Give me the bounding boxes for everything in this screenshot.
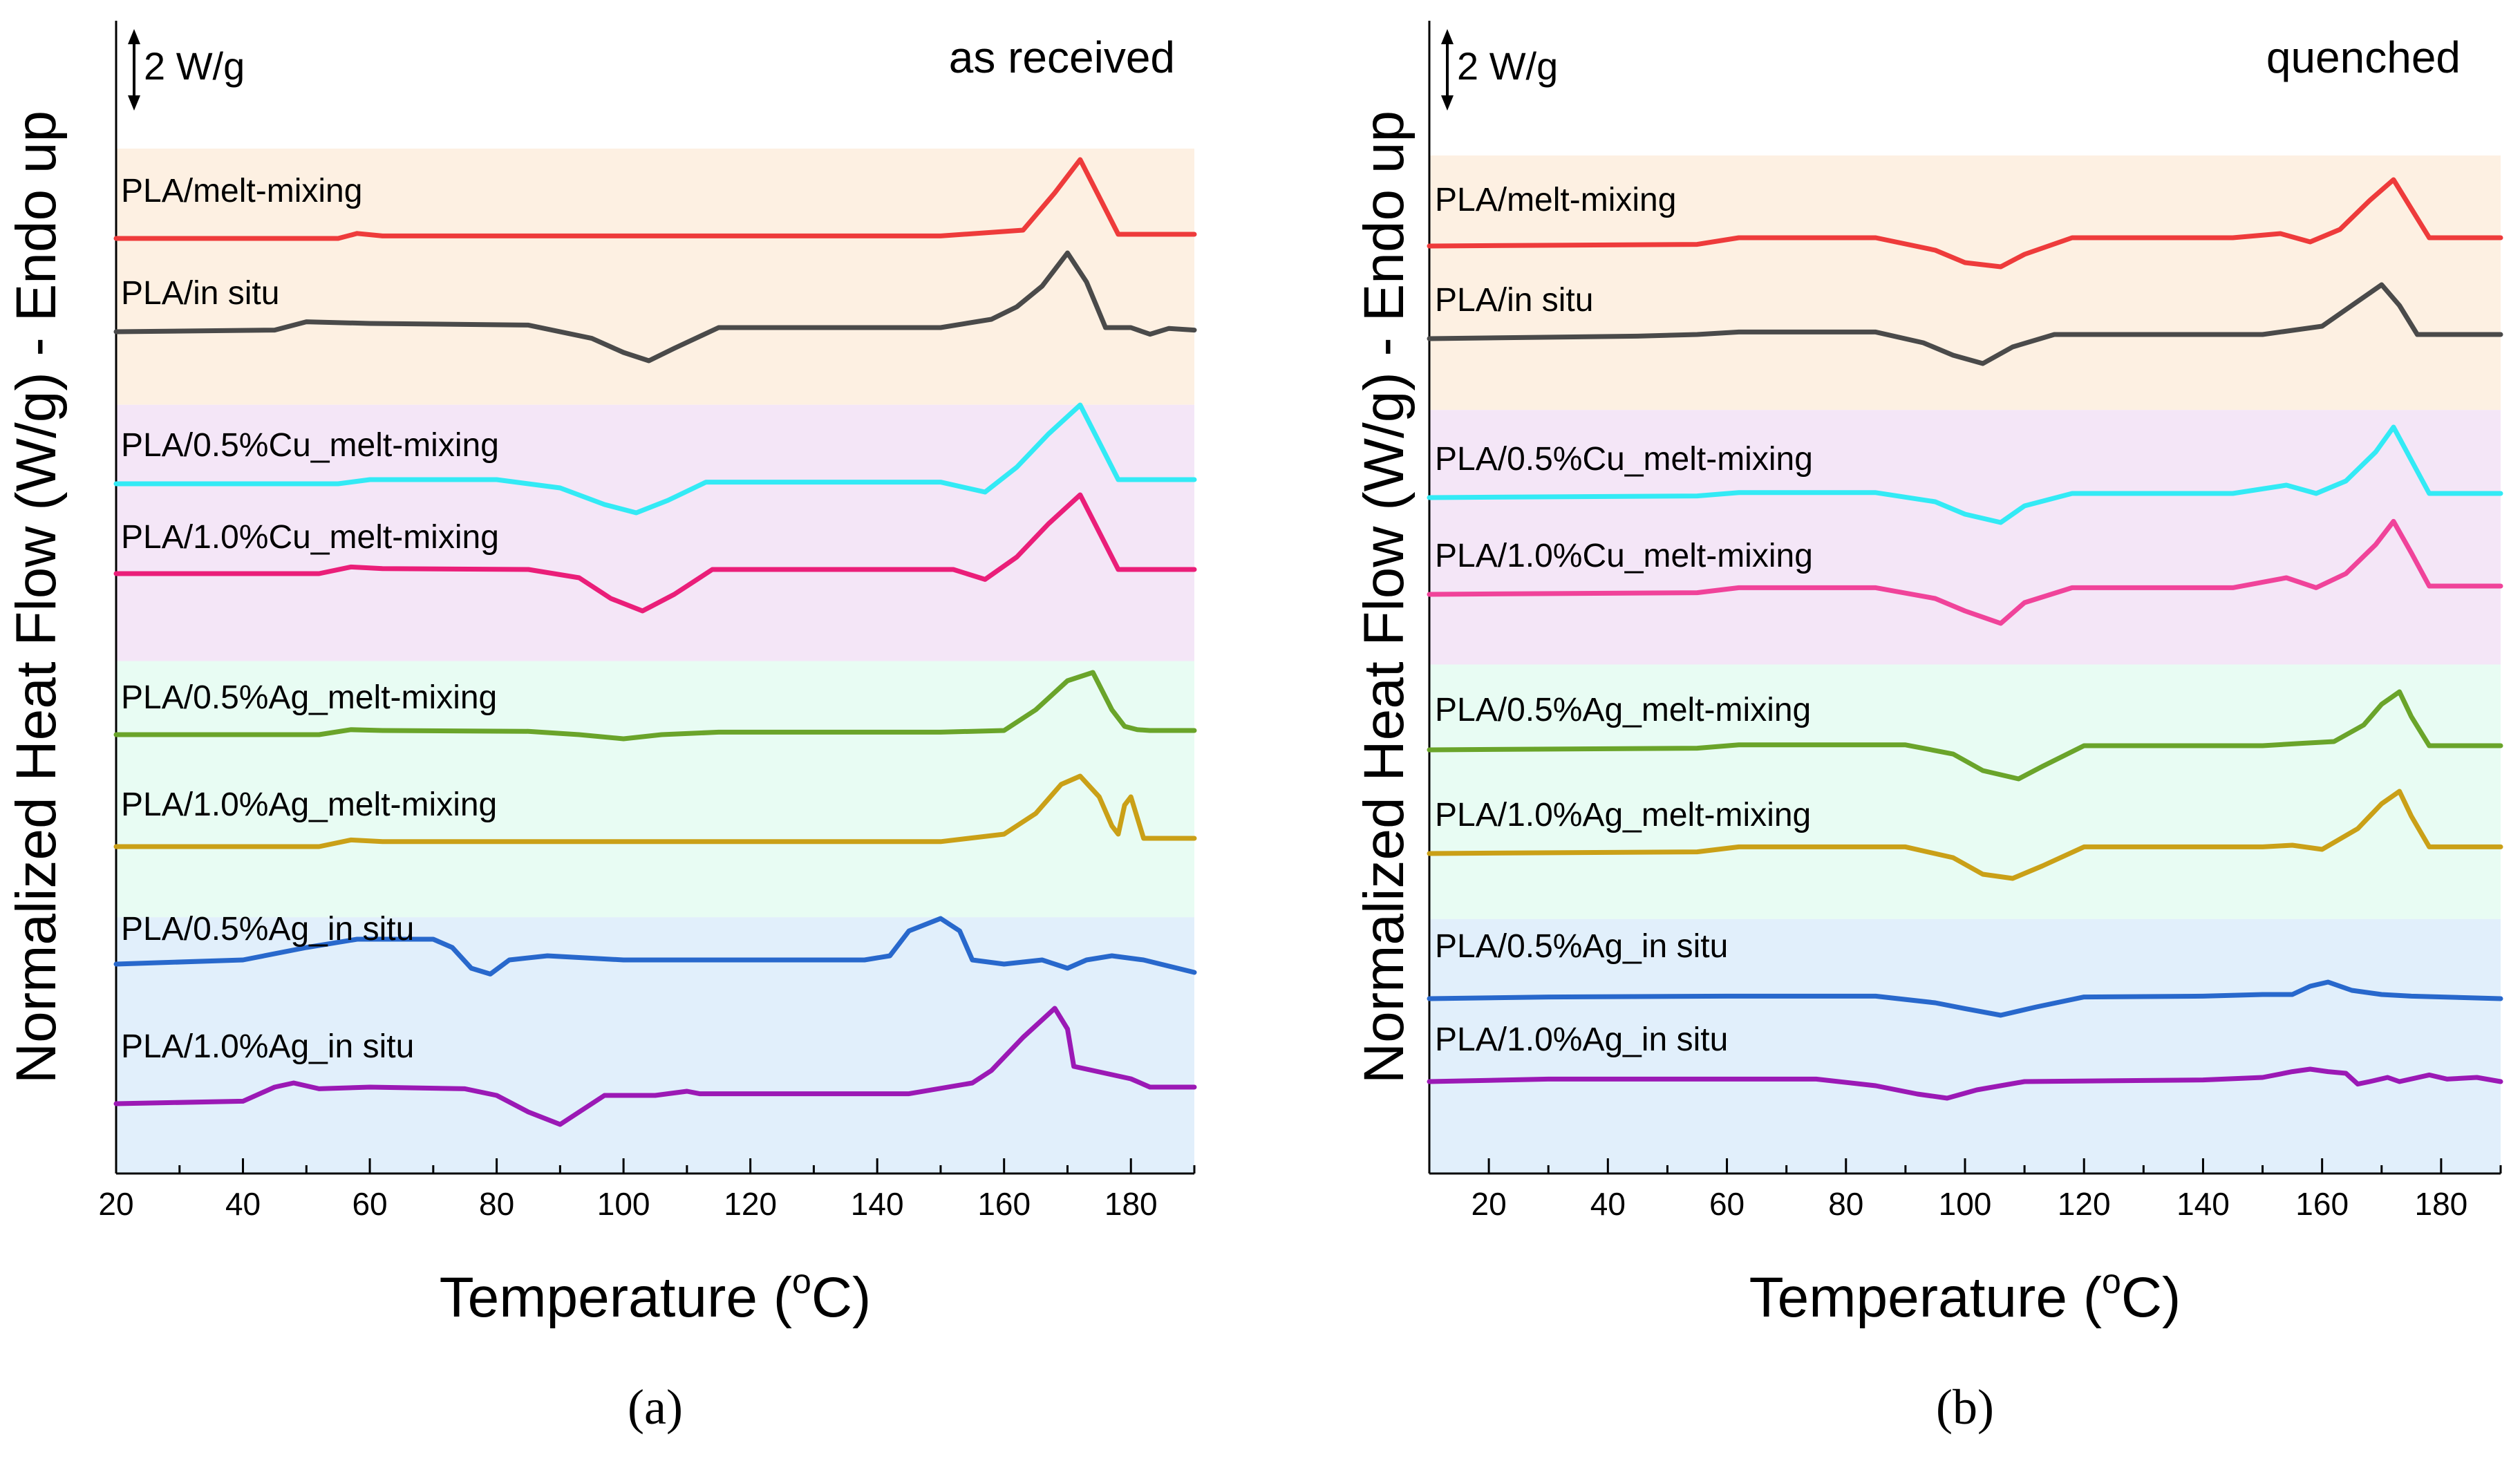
x-tick-label: 180 xyxy=(1104,1186,1158,1222)
series-line-6 xyxy=(1427,979,2503,1018)
x-tick-label: 80 xyxy=(479,1186,514,1222)
scale-bar-label: 2 W/g xyxy=(144,44,245,88)
x-tick-label: 80 xyxy=(1828,1186,1863,1222)
x-tick-label: 120 xyxy=(2058,1186,2111,1222)
series-label-5: PLA/1.0%Ag_melt-mixing xyxy=(121,786,497,823)
series-label-6: PLA/0.5%Ag_in situ xyxy=(1435,928,1728,965)
x-tick-label: 20 xyxy=(1471,1186,1507,1222)
series-line-3 xyxy=(113,492,1197,614)
series-line-1 xyxy=(113,250,1197,364)
x-tick-label: 40 xyxy=(225,1186,261,1222)
series-label-4: PLA/0.5%Ag_melt-mixing xyxy=(1435,692,1811,728)
x-tick-label: 100 xyxy=(597,1186,650,1222)
panel-title: quenched xyxy=(2266,32,2461,82)
series-line-0 xyxy=(113,157,1197,241)
x-tick-label: 160 xyxy=(2295,1186,2349,1222)
scale-bar-label: 2 W/g xyxy=(1457,44,1558,88)
series-label-3: PLA/1.0%Cu_melt-mixing xyxy=(1435,538,1813,574)
x-tick-label: 100 xyxy=(1939,1186,1992,1222)
band-0 xyxy=(116,149,1194,405)
x-tick-label: 160 xyxy=(977,1186,1031,1222)
series-label-0: PLA/melt-mixing xyxy=(1435,182,1676,218)
series-line-5 xyxy=(113,773,1197,849)
series-line-2 xyxy=(113,402,1197,516)
x-tick-label: 120 xyxy=(724,1186,777,1222)
series-label-5: PLA/1.0%Ag_melt-mixing xyxy=(1435,797,1811,833)
panel-a: 20 40 60 80 100 120 140 160 180 2 W/g as received P… xyxy=(5,21,1197,1435)
x-tick-label: 140 xyxy=(851,1186,904,1222)
scale-arrow-up-icon xyxy=(128,29,140,44)
x-tick-label: 140 xyxy=(2176,1186,2230,1222)
x-tick-label: 60 xyxy=(1709,1186,1745,1222)
band-1 xyxy=(116,404,1194,661)
panel-b: 20 40 60 80 100 120 140 160 180 2 W/g quenched PLA/… xyxy=(1353,21,2503,1435)
band-0 xyxy=(1429,155,2501,411)
series-line-7 xyxy=(1427,1066,2503,1101)
series-label-2: PLA/0.5%Cu_melt-mixing xyxy=(1435,441,1813,478)
series-line-2 xyxy=(1427,424,2503,525)
series-label-1: PLA/in situ xyxy=(121,275,279,312)
series-label-3: PLA/1.0%Cu_melt-mixing xyxy=(121,519,499,556)
panel-title: as received xyxy=(949,32,1175,82)
band-2 xyxy=(1429,664,2501,919)
x-tick-label: 60 xyxy=(352,1186,387,1222)
panel-caption: (b) xyxy=(1936,1379,1994,1435)
panel-caption: (a) xyxy=(628,1379,683,1435)
y-axis-label: Normalized Heat Flow (W/g) - Endo up xyxy=(1353,111,1416,1084)
series-line-7 xyxy=(113,1006,1197,1127)
series-line-4 xyxy=(1427,689,2503,782)
scale-arrow-down-icon xyxy=(128,95,140,111)
series-line-0 xyxy=(1427,177,2503,270)
series-line-5 xyxy=(1427,789,2503,881)
series-label-7: PLA/1.0%Ag_in situ xyxy=(121,1028,414,1065)
series-label-1: PLA/in situ xyxy=(1435,282,1593,319)
band-1 xyxy=(1429,410,2501,665)
x-axis-label: Temperature (oC) xyxy=(440,1262,872,1329)
x-tick-label: 40 xyxy=(1590,1186,1626,1222)
series-label-2: PLA/0.5%Cu_melt-mixing xyxy=(121,427,499,464)
y-axis-label: Normalized Heat Flow (W/g) - Endo up xyxy=(5,111,68,1084)
x-tick-label: 180 xyxy=(2415,1186,2468,1222)
x-tick-label: 20 xyxy=(98,1186,133,1222)
series-line-3 xyxy=(1427,518,2503,626)
x-axis-label: Temperature (oC) xyxy=(1749,1262,2181,1329)
series-label-7: PLA/1.0%Ag_in situ xyxy=(1435,1021,1728,1058)
series-line-6 xyxy=(113,916,1197,977)
series-label-4: PLA/0.5%Ag_melt-mixing xyxy=(121,679,497,716)
scale-arrow-down-icon xyxy=(1441,95,1454,111)
band-2 xyxy=(116,661,1194,918)
series-line-1 xyxy=(1427,282,2503,366)
band-3 xyxy=(1429,918,2501,1173)
series-label-6: PLA/0.5%Ag_in situ xyxy=(121,911,414,948)
series-line-4 xyxy=(113,670,1197,742)
series-label-0: PLA/melt-mixing xyxy=(121,173,362,209)
scale-arrow-up-icon xyxy=(1441,29,1454,44)
